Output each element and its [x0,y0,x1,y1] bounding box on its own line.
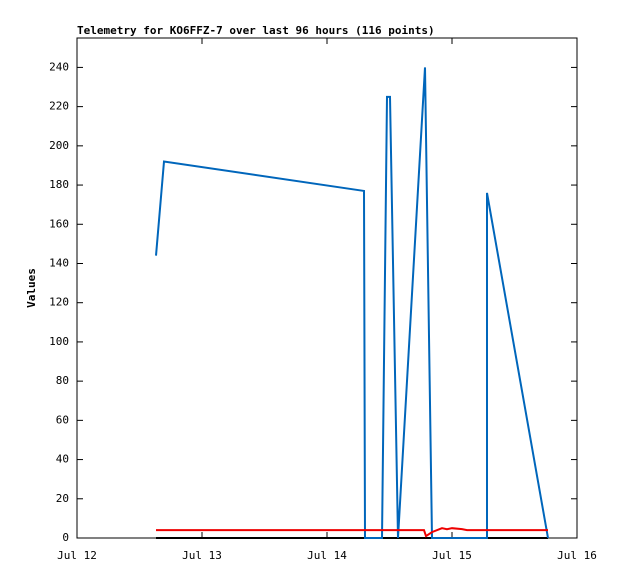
y-tick-label: 200 [49,139,69,152]
y-tick-label: 80 [56,374,69,387]
y-tick-label: 160 [49,217,69,230]
x-tick-label: Jul 16 [557,549,597,562]
y-tick-label: 120 [49,296,69,309]
y-axis-label: Values [25,268,38,308]
x-tick-label: Jul 14 [307,549,347,562]
data-line [156,527,548,538]
x-tick-label: Jul 13 [182,549,222,562]
chart-title: Telemetry for KO6FFZ-7 over last 96 hour… [77,24,435,37]
y-tick-label: 240 [49,60,69,73]
x-tick-label: Jul 15 [432,549,472,562]
x-tick-label: Jul 12 [57,549,97,562]
y-tick-label: 40 [56,453,69,466]
y-tick-label: 100 [49,335,69,348]
data-line [155,67,549,539]
y-tick-label: 180 [49,178,69,191]
y-tick-label: 140 [49,256,69,269]
y-tick-label: 220 [49,100,69,113]
y-tick-label: 20 [56,492,69,505]
y-tick-label: 60 [56,413,69,426]
y-tick-label: 0 [62,531,69,544]
